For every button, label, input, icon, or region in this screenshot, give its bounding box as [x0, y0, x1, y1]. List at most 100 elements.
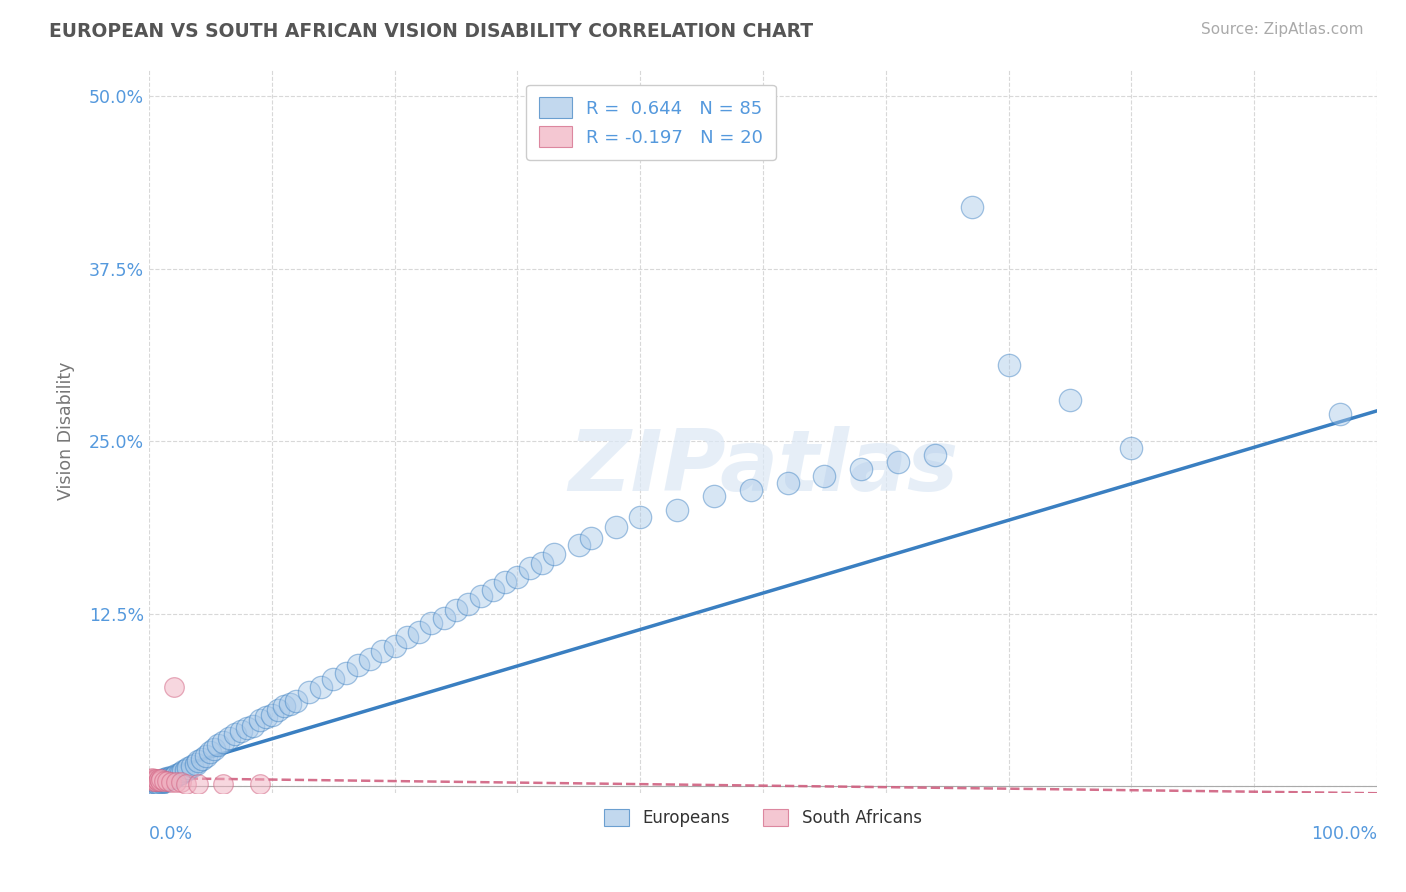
Point — [200, 745, 222, 759]
Point — [408, 624, 430, 639]
Point — [145, 775, 167, 789]
Point — [187, 776, 209, 790]
Point — [142, 773, 165, 788]
Point — [143, 773, 166, 788]
Point — [170, 765, 193, 780]
Point — [149, 776, 172, 790]
Text: ZIPatlas: ZIPatlas — [568, 425, 957, 508]
Text: Source: ZipAtlas.com: Source: ZipAtlas.com — [1201, 22, 1364, 37]
Point — [628, 510, 651, 524]
Point — [177, 761, 200, 775]
Point — [359, 652, 381, 666]
Point — [143, 776, 166, 790]
Point — [143, 775, 166, 789]
Point — [150, 773, 173, 788]
Text: EUROPEAN VS SOUTH AFRICAN VISION DISABILITY CORRELATION CHART: EUROPEAN VS SOUTH AFRICAN VISION DISABIL… — [49, 22, 813, 41]
Point — [162, 771, 184, 785]
Point — [887, 455, 910, 469]
Point — [960, 200, 983, 214]
Point — [278, 697, 301, 711]
Point — [457, 597, 479, 611]
Point — [187, 755, 209, 769]
Point — [146, 776, 169, 790]
Point — [165, 775, 187, 789]
Point — [530, 556, 553, 570]
Point — [160, 775, 183, 789]
Point — [249, 776, 271, 790]
Point — [157, 772, 180, 787]
Point — [142, 776, 165, 790]
Legend: Europeans, South Africans: Europeans, South Africans — [596, 801, 931, 836]
Point — [165, 768, 187, 782]
Point — [494, 574, 516, 589]
Point — [285, 694, 308, 708]
Point — [260, 707, 283, 722]
Point — [172, 764, 194, 779]
Point — [194, 748, 217, 763]
Point — [997, 359, 1019, 373]
Point — [160, 770, 183, 784]
Point — [420, 616, 443, 631]
Y-axis label: Vision Disability: Vision Disability — [58, 361, 75, 500]
Point — [444, 602, 467, 616]
Point — [851, 462, 873, 476]
Point — [149, 773, 172, 788]
Text: 100.0%: 100.0% — [1310, 825, 1376, 843]
Point — [148, 775, 170, 789]
Point — [174, 763, 197, 777]
Point — [506, 569, 529, 583]
Point — [249, 713, 271, 727]
Point — [150, 775, 173, 789]
Point — [211, 735, 233, 749]
Point — [150, 772, 173, 787]
Point — [143, 772, 166, 787]
Point — [156, 773, 179, 788]
Point — [254, 710, 277, 724]
Point — [433, 611, 456, 625]
Point — [152, 773, 174, 788]
Point — [298, 685, 321, 699]
Point — [384, 639, 406, 653]
Point — [740, 483, 762, 497]
Point — [605, 520, 627, 534]
Point — [181, 758, 204, 772]
Point — [346, 657, 368, 672]
Point — [470, 589, 492, 603]
Point — [153, 773, 176, 788]
Point — [267, 703, 290, 717]
Point — [776, 475, 799, 490]
Point — [224, 727, 246, 741]
Point — [236, 722, 259, 736]
Point — [568, 538, 591, 552]
Point — [1329, 407, 1351, 421]
Point — [152, 772, 174, 787]
Point — [1059, 392, 1081, 407]
Point — [159, 771, 181, 785]
Point — [152, 773, 174, 788]
Point — [156, 771, 179, 785]
Point — [231, 724, 253, 739]
Point — [146, 773, 169, 788]
Point — [335, 666, 357, 681]
Point — [207, 738, 229, 752]
Point — [170, 775, 193, 789]
Point — [174, 776, 197, 790]
Point — [579, 531, 602, 545]
Point — [666, 503, 689, 517]
Point — [543, 548, 565, 562]
Point — [211, 776, 233, 790]
Point — [703, 490, 725, 504]
Point — [813, 468, 835, 483]
Point — [184, 757, 207, 772]
Point — [202, 742, 225, 756]
Point — [155, 772, 177, 787]
Point — [322, 672, 344, 686]
Point — [309, 680, 332, 694]
Point — [482, 583, 505, 598]
Point — [371, 644, 394, 658]
Point — [218, 731, 240, 745]
Point — [141, 776, 163, 790]
Point — [167, 767, 190, 781]
Point — [141, 771, 163, 785]
Point — [395, 630, 418, 644]
